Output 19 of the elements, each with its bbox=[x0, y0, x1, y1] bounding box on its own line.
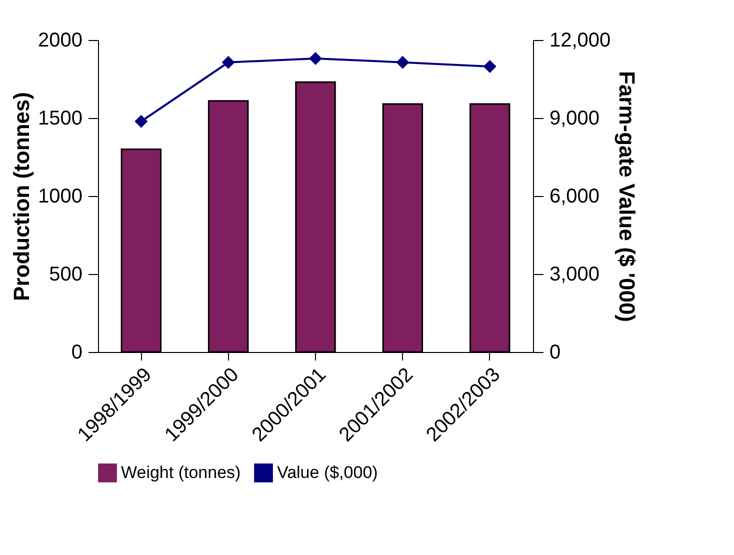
y-tick-label: 0 bbox=[71, 342, 82, 364]
point bbox=[308, 52, 322, 65]
y-axis-title: Production (tonnes) bbox=[9, 92, 34, 301]
y-tick-label: 1500 bbox=[38, 108, 82, 130]
y2-tick-label: 3,000 bbox=[550, 264, 600, 286]
point bbox=[134, 114, 148, 128]
y2-tick-label: 6,000 bbox=[550, 186, 600, 208]
y-tick-label: 500 bbox=[49, 264, 82, 286]
legend-label: Weight (tonnes) bbox=[121, 462, 241, 482]
y-tick-label: 2000 bbox=[38, 30, 82, 52]
point bbox=[483, 60, 496, 74]
y-tick-label: 1000 bbox=[38, 186, 82, 208]
y2-tick-label: 12,000 bbox=[550, 30, 611, 52]
y2-axis-title: Farm-gate Value ($ '000) bbox=[614, 70, 640, 322]
y2-tick-label: 0 bbox=[550, 342, 561, 364]
y2-tick-label: 9,000 bbox=[550, 108, 600, 130]
point bbox=[222, 56, 235, 69]
legend-label: Value ($,000) bbox=[277, 462, 378, 482]
point bbox=[396, 56, 410, 69]
